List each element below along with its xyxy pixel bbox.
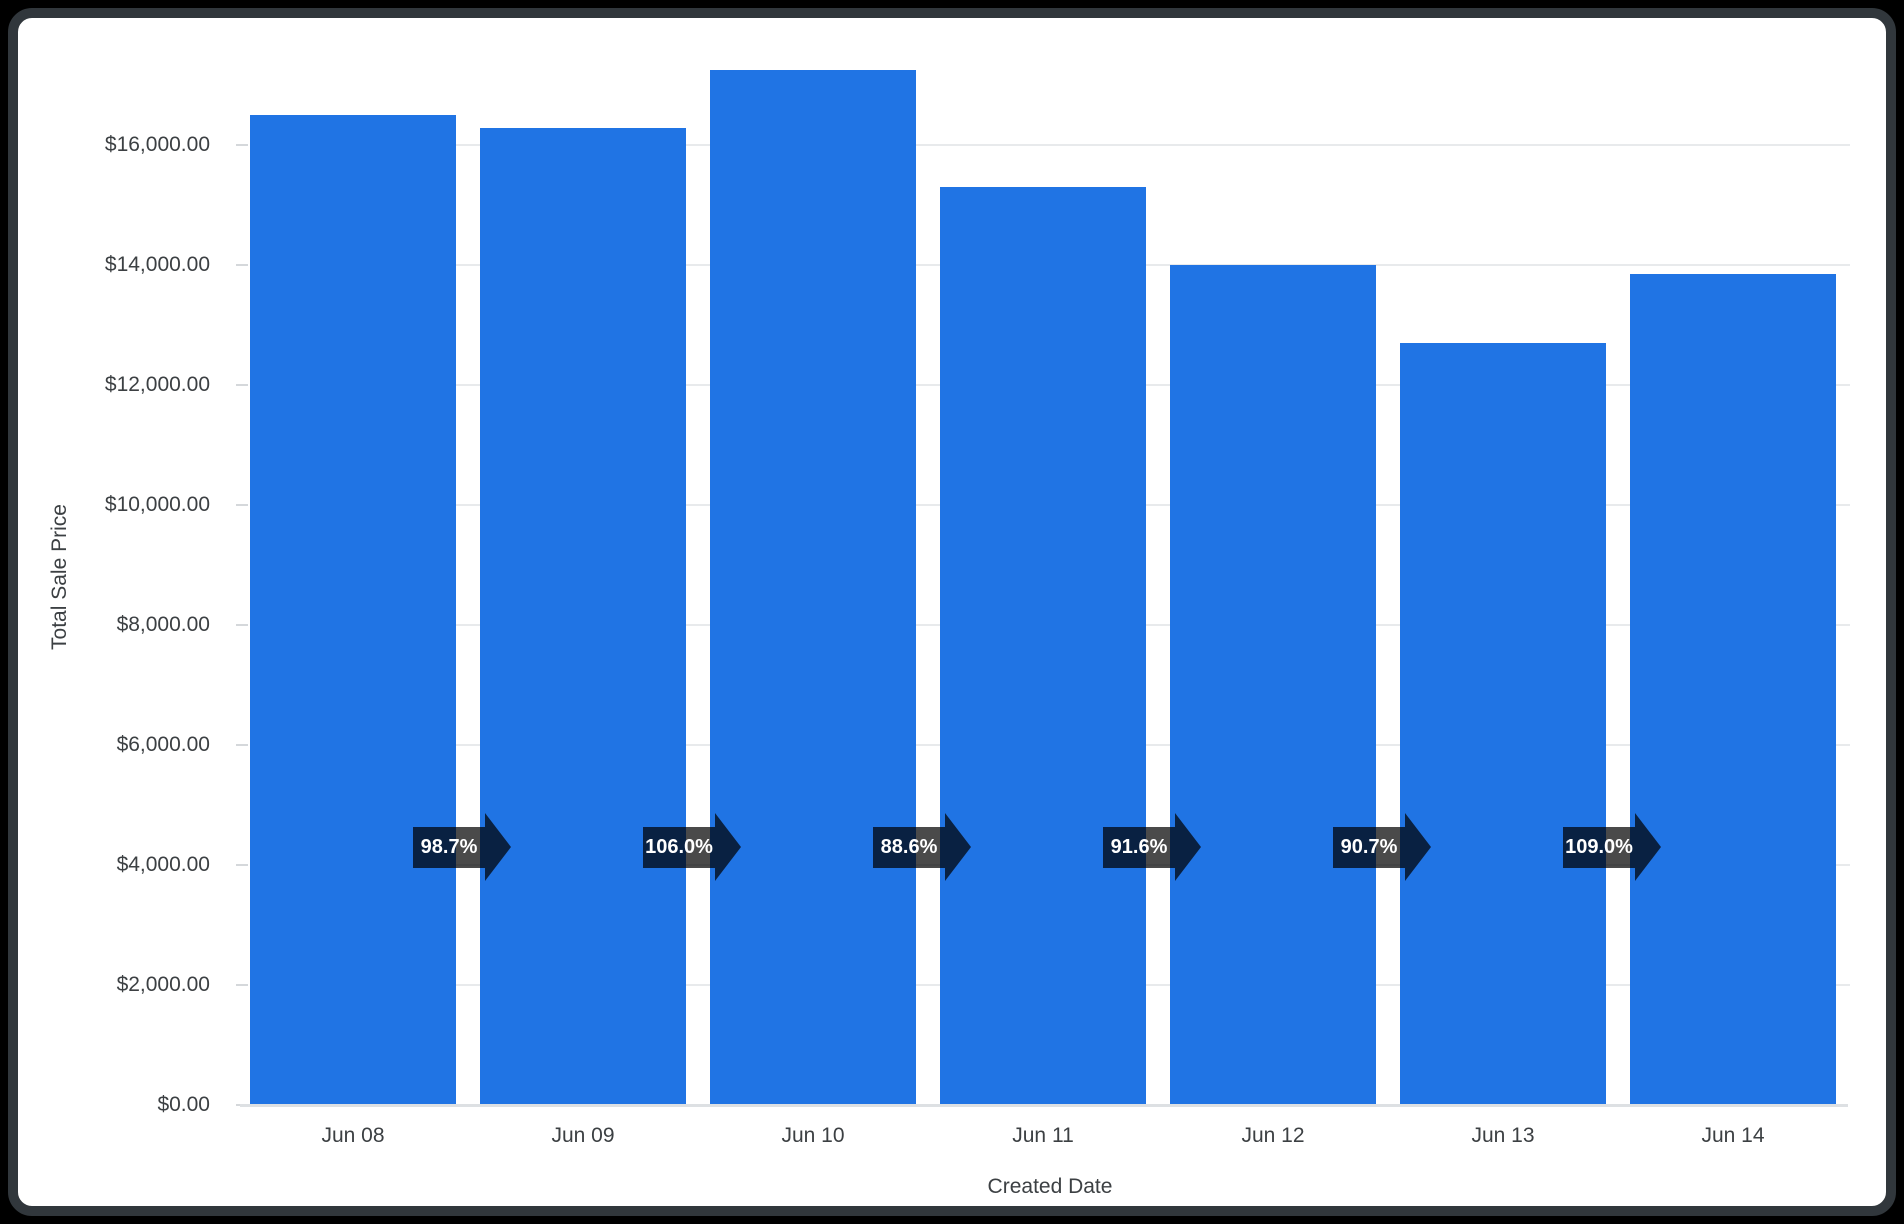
percent-change-arrow: 98.7% [413,813,511,881]
percent-change-label: 106.0% [643,827,715,868]
y-tick-mark [236,504,248,506]
y-tick-label: $10,000.00 [104,493,210,516]
x-tick-label: Jun 08 [321,1124,385,1147]
arrow-head-icon [1635,813,1661,881]
y-tick-label: $8,000.00 [116,613,210,636]
y-tick-mark [236,384,248,386]
y-tick-mark [236,624,248,626]
bar-jun-11[interactable] [940,187,1146,1104]
arrow-head-icon [715,813,741,881]
y-tick-label: $6,000.00 [116,733,210,756]
x-tick-label: Jun 09 [551,1124,615,1147]
bar-jun-13[interactable] [1400,343,1606,1104]
bar-jun-14[interactable] [1630,274,1836,1104]
percent-change-label: 91.6% [1103,827,1175,868]
x-tick-label: Jun 13 [1471,1124,1535,1147]
y-tick-mark [236,144,248,146]
arrow-head-icon [1405,813,1431,881]
percent-change-arrow: 88.6% [873,813,971,881]
y-tick-label: $2,000.00 [116,973,210,996]
bar-jun-08[interactable] [250,115,456,1104]
y-tick-label: $16,000.00 [104,133,210,156]
percent-change-arrow: 106.0% [643,813,741,881]
x-tick-label: Jun 10 [781,1124,845,1147]
percent-change-label: 98.7% [413,827,485,868]
x-tick-label: Jun 14 [1701,1124,1765,1147]
percent-change-label: 88.6% [873,827,945,868]
percent-change-arrow: 109.0% [1563,813,1661,881]
y-axis-title: Total Sale Price [48,504,71,650]
gridline [250,144,1850,146]
x-axis-line [240,1104,1848,1107]
y-tick-mark [236,744,248,746]
arrow-head-icon [1175,813,1201,881]
y-tick-label: $0.00 [157,1093,210,1116]
percent-change-arrow: 91.6% [1103,813,1201,881]
y-tick-label: $14,000.00 [104,253,210,276]
percent-change-label: 109.0% [1563,827,1635,868]
x-tick-label: Jun 12 [1241,1124,1305,1147]
bar-jun-09[interactable] [480,128,686,1104]
x-tick-label: Jun 11 [1012,1124,1074,1147]
y-tick-mark [236,864,248,866]
y-tick-mark [236,984,248,986]
x-axis-title: Created Date [987,1175,1113,1198]
y-tick-mark [236,264,248,266]
bar-jun-12[interactable] [1170,265,1376,1104]
percent-change-arrow: 90.7% [1333,813,1431,881]
arrow-head-icon [485,813,511,881]
percent-change-label: 90.7% [1333,827,1405,868]
y-tick-label: $12,000.00 [104,373,210,396]
bar-jun-10[interactable] [710,70,916,1104]
y-tick-label: $4,000.00 [116,853,210,876]
arrow-head-icon [945,813,971,881]
